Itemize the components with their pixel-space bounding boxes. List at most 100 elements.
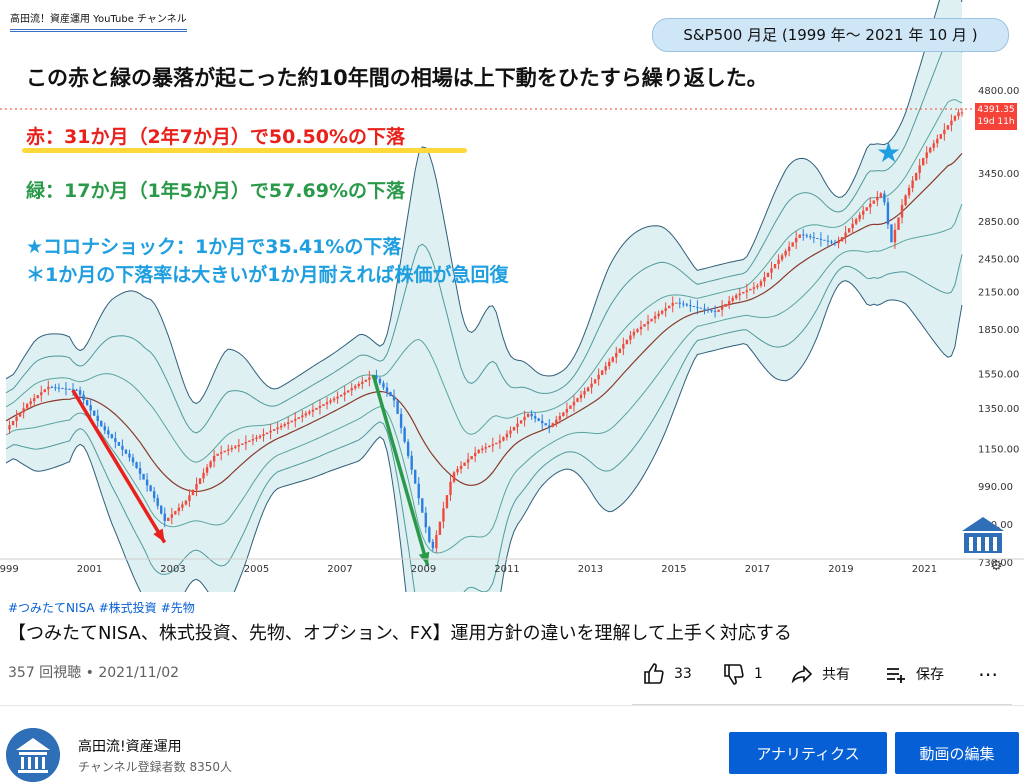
candle-body [442, 508, 445, 522]
candle-body [555, 419, 558, 424]
candle-body [322, 404, 325, 407]
candle-body [862, 210, 865, 215]
candle-body [890, 224, 893, 243]
candle-body [142, 473, 145, 480]
price-value: 4391.35 [977, 105, 1015, 115]
candle-body [643, 324, 646, 327]
candle-body [378, 378, 382, 384]
channel-watermark-icon[interactable] [960, 515, 1006, 555]
candle-body [844, 232, 847, 238]
candle-body [170, 514, 174, 518]
candle-body [586, 387, 590, 392]
playlist-add-icon [887, 668, 905, 683]
candle-body [248, 440, 251, 442]
like-count: 33 [674, 666, 692, 682]
candle-body [678, 302, 681, 304]
y-tick-label: 730.00 [978, 558, 1013, 569]
band-line [5, 35, 963, 434]
candle-body [396, 400, 399, 414]
hashtag-link[interactable]: #つみたてNISA [8, 601, 95, 615]
sp500-chart: 4800.00 3450.00 2850.00 2450.00 2150.00 1850.… [0, 0, 1024, 592]
candle-body [731, 298, 734, 302]
candle-body [495, 442, 498, 445]
candle-body [61, 388, 64, 390]
candle-body [311, 409, 315, 412]
candle-body [675, 302, 678, 304]
save-button[interactable]: 保存 [884, 656, 944, 692]
candle-body [696, 306, 699, 308]
candle-body [551, 423, 554, 427]
edit-video-button[interactable]: 動画の編集 [895, 732, 1019, 774]
candle-body [138, 468, 142, 474]
candle-body [71, 389, 75, 391]
candle-body [530, 413, 533, 417]
candle-body [209, 461, 212, 468]
candle-body [202, 472, 205, 479]
candle-body [608, 361, 611, 367]
candle-body [29, 401, 32, 405]
candle-body [54, 387, 57, 389]
x-tick-label: 2009 [411, 564, 436, 575]
channel-avatar[interactable] [6, 728, 60, 782]
candle-body [244, 441, 248, 444]
settings-gear-icon[interactable]: ⚙ [990, 558, 1003, 574]
candle-body [823, 239, 826, 241]
candle-body [265, 432, 269, 435]
video-player[interactable]: 4800.00 3450.00 2850.00 2450.00 2150.00 1850.… [0, 0, 1024, 592]
hashtag-link[interactable]: #株式投資 [98, 601, 157, 615]
candle-body [325, 402, 329, 405]
candle-body [121, 445, 124, 450]
candle-body [107, 430, 110, 435]
candle-body [622, 344, 625, 349]
x-tick-label: 2017 [745, 564, 770, 575]
candle-body [181, 504, 184, 508]
candle-body [664, 308, 667, 311]
candle-body [699, 307, 703, 309]
candle-body [283, 424, 286, 426]
candle-body [904, 195, 907, 206]
candle-body [657, 313, 660, 317]
covid-note: ★コロナショック：1か月で35.41%の下落 [26, 236, 402, 258]
candle-body [149, 485, 152, 492]
candle-body [332, 398, 336, 401]
candle-body [290, 420, 293, 423]
y-tick-label: 4800.00 [978, 86, 1019, 97]
x-tick-label: 2001 [77, 564, 102, 575]
candle-body [477, 450, 480, 453]
thumbs-up-icon [644, 663, 664, 684]
thumbs-down-icon [724, 664, 744, 685]
analytics-button[interactable]: アナリティクス [729, 732, 887, 774]
candle-body [886, 202, 890, 225]
candle-body [597, 374, 600, 380]
candle-body [25, 404, 29, 409]
candle-body [752, 287, 756, 289]
candle-body [957, 112, 960, 117]
candle-body [526, 413, 530, 417]
candle-body [925, 152, 928, 158]
candle-body [459, 465, 463, 470]
candle-body [766, 272, 770, 278]
candle-body [533, 416, 537, 419]
candle-body [505, 433, 509, 438]
like-button[interactable]: 33 [642, 656, 692, 692]
candle-body [195, 483, 198, 490]
channel-name[interactable]: 高田流!資産運用 [78, 739, 182, 755]
y-tick-label: 2450.00 [978, 255, 1019, 266]
candle-body [819, 238, 823, 240]
share-button[interactable]: 共有 [790, 656, 850, 692]
candle-body [346, 390, 350, 393]
candle-body [481, 448, 484, 451]
dislike-button[interactable]: 1 [722, 656, 763, 692]
candle-body [414, 469, 417, 484]
candle-body [794, 237, 798, 243]
hashtag-link[interactable]: #先物 [160, 601, 195, 615]
candle-body [258, 435, 262, 438]
more-actions-icon[interactable]: ⋯ [978, 662, 998, 686]
candle-body [484, 447, 487, 449]
candle-body [470, 456, 473, 460]
bollinger-bands [5, 0, 963, 592]
candle-body [569, 405, 572, 409]
x-tick-label: 2019 [828, 564, 853, 575]
candle-body [329, 400, 332, 403]
candle-body [294, 418, 297, 421]
